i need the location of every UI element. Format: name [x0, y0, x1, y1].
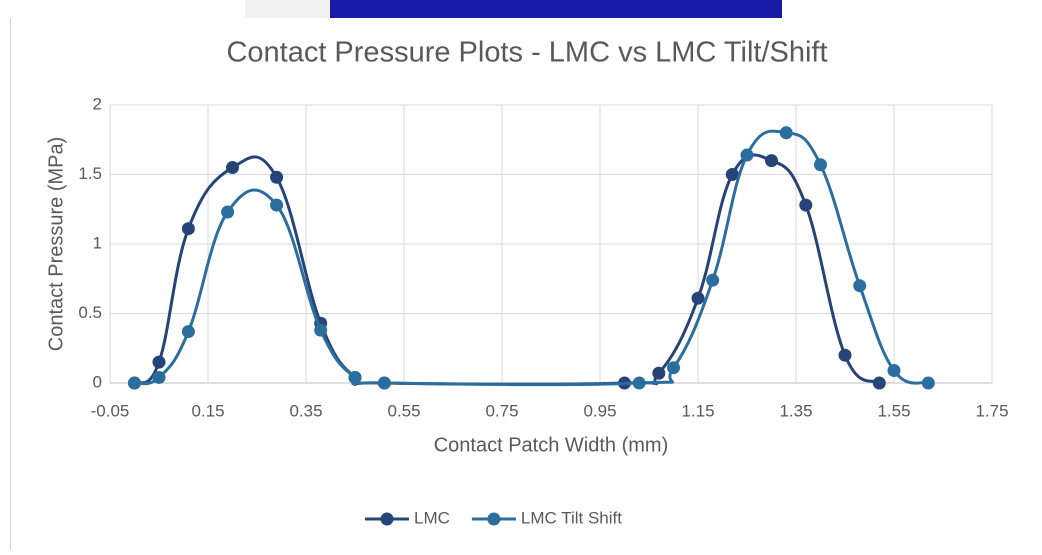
x-tick-label: 1.35	[779, 401, 812, 420]
series-line	[135, 131, 929, 384]
data-point	[853, 279, 866, 292]
y-axis-title: Contact Pressure (MPa)	[45, 137, 67, 352]
data-point	[378, 377, 391, 390]
series-line	[135, 155, 880, 384]
data-point	[839, 349, 852, 362]
page: {"chart_data": {"type": "scatter-smooth"…	[0, 0, 1042, 550]
legend-label: LMC Tilt Shift	[521, 508, 622, 527]
data-point	[741, 149, 754, 162]
legend-label: LMC	[414, 508, 450, 527]
chart: Contact Pressure Plots - LMC vs LMC Tilt…	[0, 0, 1042, 550]
background-strip	[245, 0, 330, 18]
data-point	[226, 161, 239, 174]
x-tick-label: 0.75	[485, 401, 518, 420]
data-point	[633, 377, 646, 390]
y-tick-label: 1	[93, 233, 102, 252]
data-point	[692, 292, 705, 305]
data-point	[706, 274, 719, 287]
legend-marker	[487, 513, 500, 526]
x-tick-label: 0.35	[289, 401, 322, 420]
x-tick-label: 1.55	[877, 401, 910, 420]
data-point	[221, 206, 234, 219]
chart-title: Contact Pressure Plots - LMC vs LMC Tilt…	[226, 37, 827, 69]
data-point	[799, 199, 812, 212]
data-point	[270, 199, 283, 212]
data-point	[652, 367, 665, 380]
data-point	[765, 154, 778, 167]
x-tick-label: 0.15	[191, 401, 224, 420]
data-point	[182, 222, 195, 235]
x-tick-label: 1.15	[681, 401, 714, 420]
data-point	[270, 171, 283, 184]
x-tick-label: 0.95	[583, 401, 616, 420]
y-tick-label: 2	[93, 94, 102, 113]
data-point	[922, 377, 935, 390]
data-point	[128, 377, 141, 390]
y-tick-label: 0	[93, 372, 102, 391]
y-tick-label: 1.5	[78, 164, 102, 183]
x-tick-label: 1.75	[975, 401, 1008, 420]
legend-marker	[381, 513, 394, 526]
data-point	[888, 364, 901, 377]
x-tick-label: 0.55	[387, 401, 420, 420]
background-image	[330, 0, 782, 18]
data-point	[667, 361, 680, 374]
data-point	[182, 325, 195, 338]
x-axis-title: Contact Patch Width (mm)	[434, 434, 669, 456]
data-point	[349, 371, 362, 384]
data-point	[814, 158, 827, 171]
x-tick-label: -0.05	[91, 401, 130, 420]
data-point	[780, 126, 793, 139]
data-point	[314, 324, 327, 337]
data-point	[153, 371, 166, 384]
data-point	[873, 377, 886, 390]
data-point	[153, 356, 166, 369]
y-tick-label: 0.5	[78, 303, 102, 322]
